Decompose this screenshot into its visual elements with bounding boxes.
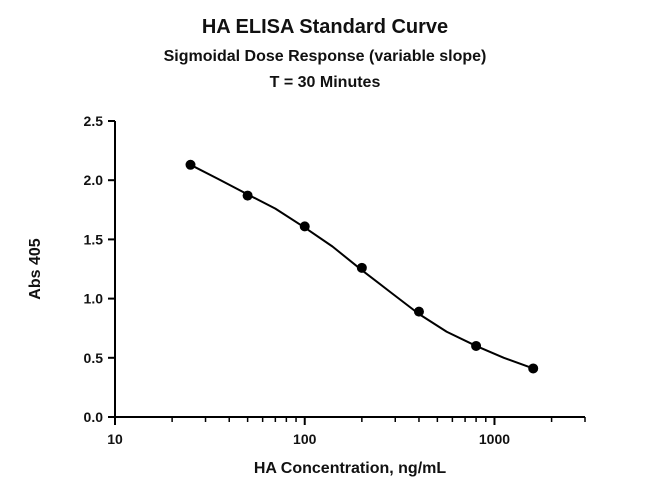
- chart-subtitle: Sigmoidal Dose Response (variable slope): [163, 48, 487, 65]
- y-tick-label: 1.0: [84, 291, 104, 307]
- y-axis-label: Abs 405: [27, 238, 44, 299]
- y-tick-label: 0.0: [84, 409, 104, 425]
- y-tick-label: 2.5: [84, 113, 104, 129]
- data-point: [299, 221, 310, 232]
- x-tick-label: 100: [293, 431, 317, 447]
- data-point: [471, 340, 482, 351]
- data-point: [356, 262, 367, 273]
- chart-subtitle-time: T = 30 Minutes: [269, 74, 381, 91]
- data-points-layer: [185, 159, 539, 374]
- y-tick-label: 1.5: [84, 231, 104, 247]
- y-tick-label: 0.5: [84, 350, 104, 366]
- x-axis-label: HA Concentration, ng/mL: [254, 460, 447, 477]
- data-point: [185, 159, 196, 170]
- data-point: [242, 190, 253, 201]
- y-tick-label: 2.0: [84, 172, 104, 188]
- x-tick-label: 10: [107, 431, 123, 447]
- chart-title: HA ELISA Standard Curve: [201, 16, 449, 38]
- axes: 0.0 0.5 1.0 1.5 2.0 2.5 10 100 1000: [84, 113, 586, 447]
- data-point: [413, 306, 424, 317]
- data-point: [528, 363, 539, 374]
- x-tick-label: 1000: [479, 431, 510, 447]
